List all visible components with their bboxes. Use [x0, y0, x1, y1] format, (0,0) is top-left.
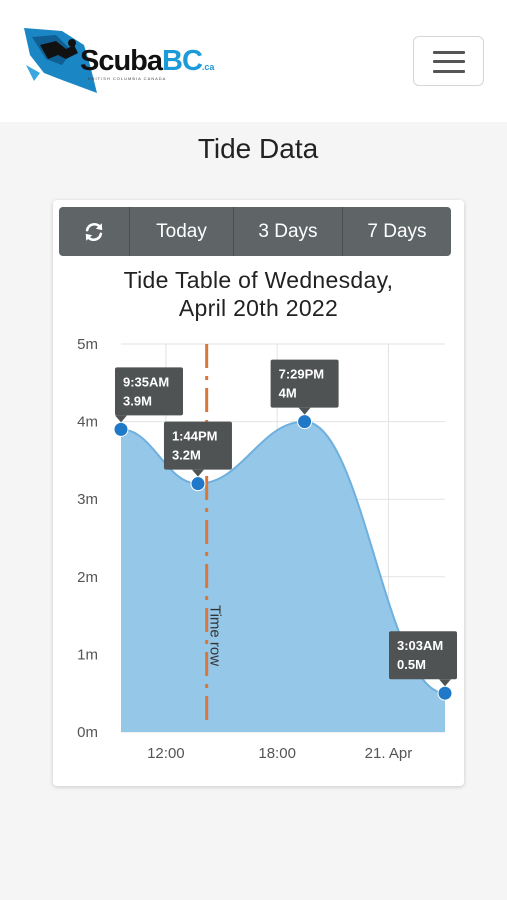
- point-value-label: 0.5M: [397, 657, 426, 672]
- point-label-pointer: [439, 679, 451, 687]
- point-label-box: [163, 421, 232, 470]
- point-label-box: [389, 631, 457, 680]
- point-time-label: 9:35AM: [123, 374, 169, 389]
- chart-title: Tide Table of Wednesday, April 20th 2022: [53, 266, 464, 322]
- tide-point: [113, 421, 129, 437]
- range-button-group: Today 3 Days 7 Days: [59, 207, 451, 256]
- point-value-label: 3.2M: [172, 448, 201, 463]
- logo-wordmark: ScubaBC.ca: [80, 45, 215, 77]
- x-tick-label: 18:00: [258, 745, 296, 762]
- today-button[interactable]: Today: [130, 207, 234, 256]
- page-title: Tide Data: [197, 133, 319, 164]
- chart-title-line2: April 20th 2022: [178, 295, 339, 321]
- y-tick-label: 0m: [77, 724, 98, 741]
- refresh-icon: [85, 222, 103, 241]
- point-label-box: [270, 359, 339, 408]
- seven-days-button[interactable]: 7 Days: [343, 207, 451, 256]
- y-tick-label: 1m: [77, 646, 98, 663]
- navbar: ScubaBC.ca BRITISH COLUMBIA CANADA: [0, 0, 507, 122]
- x-tick-label: 12:00: [147, 745, 185, 762]
- point-label-box: [115, 367, 183, 416]
- tide-area: [121, 421, 445, 732]
- y-tick-label: 2m: [77, 569, 98, 586]
- x-tick-label: 21. Apr: [365, 745, 413, 762]
- time-row-label: Time row: [207, 605, 224, 666]
- tide-point: [437, 685, 453, 701]
- y-tick-label: 3m: [77, 491, 98, 508]
- point-value-label: 3.9M: [123, 393, 152, 408]
- logo-tagline: BRITISH COLUMBIA CANADA: [88, 76, 167, 81]
- tide-point: [297, 414, 313, 430]
- chart-title-line1: Tide Table of Wednesday,: [123, 267, 394, 293]
- tide-point: [190, 476, 206, 492]
- menu-toggle-button[interactable]: [413, 36, 484, 86]
- point-label-pointer: [191, 469, 204, 477]
- site-logo[interactable]: ScubaBC.ca BRITISH COLUMBIA CANADA: [22, 25, 215, 97]
- tide-chart: 0m 1m 2m 3m 4m 5m 12:00 18:00 21. Apr Time row 9:3…: [77, 336, 457, 762]
- refresh-button[interactable]: [59, 207, 130, 256]
- point-label-pointer: [298, 407, 311, 415]
- logo-map-graphic: [24, 28, 97, 93]
- three-days-button[interactable]: 3 Days: [234, 207, 343, 256]
- y-tick-label: 4m: [77, 414, 98, 431]
- point-value-label: 4M: [279, 386, 297, 401]
- point-time-label: 1:44PM: [172, 429, 218, 444]
- point-label-pointer: [115, 415, 127, 423]
- y-tick-label: 5m: [77, 336, 98, 353]
- point-time-label: 7:29PM: [279, 367, 325, 382]
- point-time-label: 3:03AM: [397, 638, 443, 653]
